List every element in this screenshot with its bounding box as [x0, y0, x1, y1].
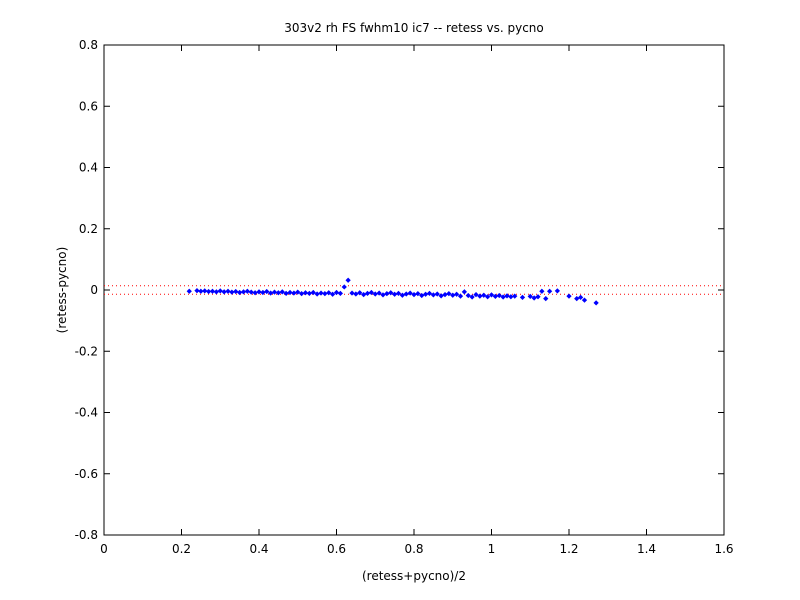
y-tick-label: 0.4 [79, 161, 98, 175]
x-tick-label: 1 [488, 542, 496, 556]
y-axis-label: (retess-pycno) [55, 247, 69, 334]
data-point [333, 289, 340, 296]
data-point [531, 295, 537, 301]
data-point [310, 289, 316, 296]
data-point [543, 295, 549, 302]
data-point [415, 291, 421, 297]
data-point [395, 290, 402, 296]
x-tick-label: 0 [100, 542, 108, 556]
data-point [186, 288, 192, 294]
data-point [461, 289, 467, 295]
data-point [353, 291, 359, 297]
data-point [547, 288, 553, 294]
data-point [341, 284, 347, 290]
y-tick-label: -0.2 [75, 344, 98, 358]
data-point [535, 294, 541, 300]
reference-lines [104, 285, 724, 295]
data-point [539, 288, 545, 294]
data-point [380, 292, 386, 298]
data-point [248, 289, 254, 295]
data-point [469, 294, 475, 300]
data-point [198, 288, 204, 294]
data-point [244, 288, 250, 294]
data-point [225, 288, 231, 294]
data-point [264, 288, 270, 295]
y-tick-label: 0.6 [79, 99, 98, 113]
x-tick-label: 1.6 [714, 542, 733, 556]
y-tick-label: 0.8 [79, 38, 98, 52]
data-point [426, 290, 433, 296]
data-point [457, 293, 464, 299]
x-axis-ticks: 0 0.2 0.4 0.6 0.8 1 1.2 1.4 1.6 [100, 45, 734, 556]
data-point [279, 289, 285, 295]
data-point [438, 293, 444, 299]
data-points [186, 277, 599, 306]
data-point [357, 290, 363, 296]
chart-title: 303v2 rh FS fwhm10 ic7 -- retess vs. pyc… [284, 21, 544, 35]
x-axis-label: (retess+pycno)/2 [362, 569, 466, 583]
x-tick-label: 0.4 [249, 542, 268, 556]
data-point [326, 290, 332, 296]
data-point [465, 292, 471, 299]
data-point [271, 289, 278, 295]
data-point [302, 290, 309, 296]
data-point [256, 289, 262, 295]
y-tick-label: -0.8 [75, 528, 98, 542]
data-point [554, 288, 560, 294]
y-tick-label: -0.6 [75, 467, 98, 481]
data-point [504, 293, 510, 299]
data-point [454, 291, 460, 297]
y-tick-label: 0 [90, 283, 98, 297]
data-point [446, 291, 452, 297]
data-point [488, 292, 495, 298]
data-point [233, 288, 239, 295]
data-point [407, 290, 413, 296]
data-point [519, 294, 526, 300]
data-point [527, 293, 533, 300]
data-point [578, 294, 584, 300]
data-point [574, 295, 580, 302]
data-point [209, 288, 216, 294]
data-point [419, 292, 425, 299]
data-point [566, 293, 572, 299]
data-point [496, 292, 502, 299]
data-point [388, 290, 394, 296]
data-point [473, 291, 479, 298]
data-point [581, 297, 588, 303]
data-point [337, 290, 343, 296]
data-point [318, 290, 324, 296]
data-point [399, 292, 405, 298]
data-point [345, 277, 351, 283]
data-point [481, 292, 487, 298]
data-point [349, 290, 355, 296]
y-tick-label: 0.2 [79, 222, 98, 236]
data-point [500, 294, 506, 300]
data-point [202, 288, 208, 294]
x-tick-label: 0.8 [404, 542, 423, 556]
x-tick-label: 1.2 [559, 542, 578, 556]
data-point [330, 291, 336, 297]
data-point [361, 291, 367, 298]
data-point [593, 300, 599, 306]
data-point [376, 290, 382, 296]
data-point [368, 289, 374, 296]
data-point [206, 288, 212, 295]
data-point [512, 293, 518, 299]
data-point [217, 288, 223, 294]
data-point [295, 289, 301, 295]
y-axis-ticks: 0.8 0.6 0.4 0.2 0 -0.2 -0.4 -0.6 -0.8 [75, 38, 724, 542]
data-point [287, 289, 293, 296]
x-tick-label: 1.4 [637, 542, 656, 556]
data-point [194, 287, 200, 294]
data-point [434, 291, 440, 297]
x-tick-label: 0.6 [327, 542, 346, 556]
data-point [485, 294, 491, 300]
y-tick-label: -0.4 [75, 406, 98, 420]
x-tick-label: 0.2 [172, 542, 191, 556]
